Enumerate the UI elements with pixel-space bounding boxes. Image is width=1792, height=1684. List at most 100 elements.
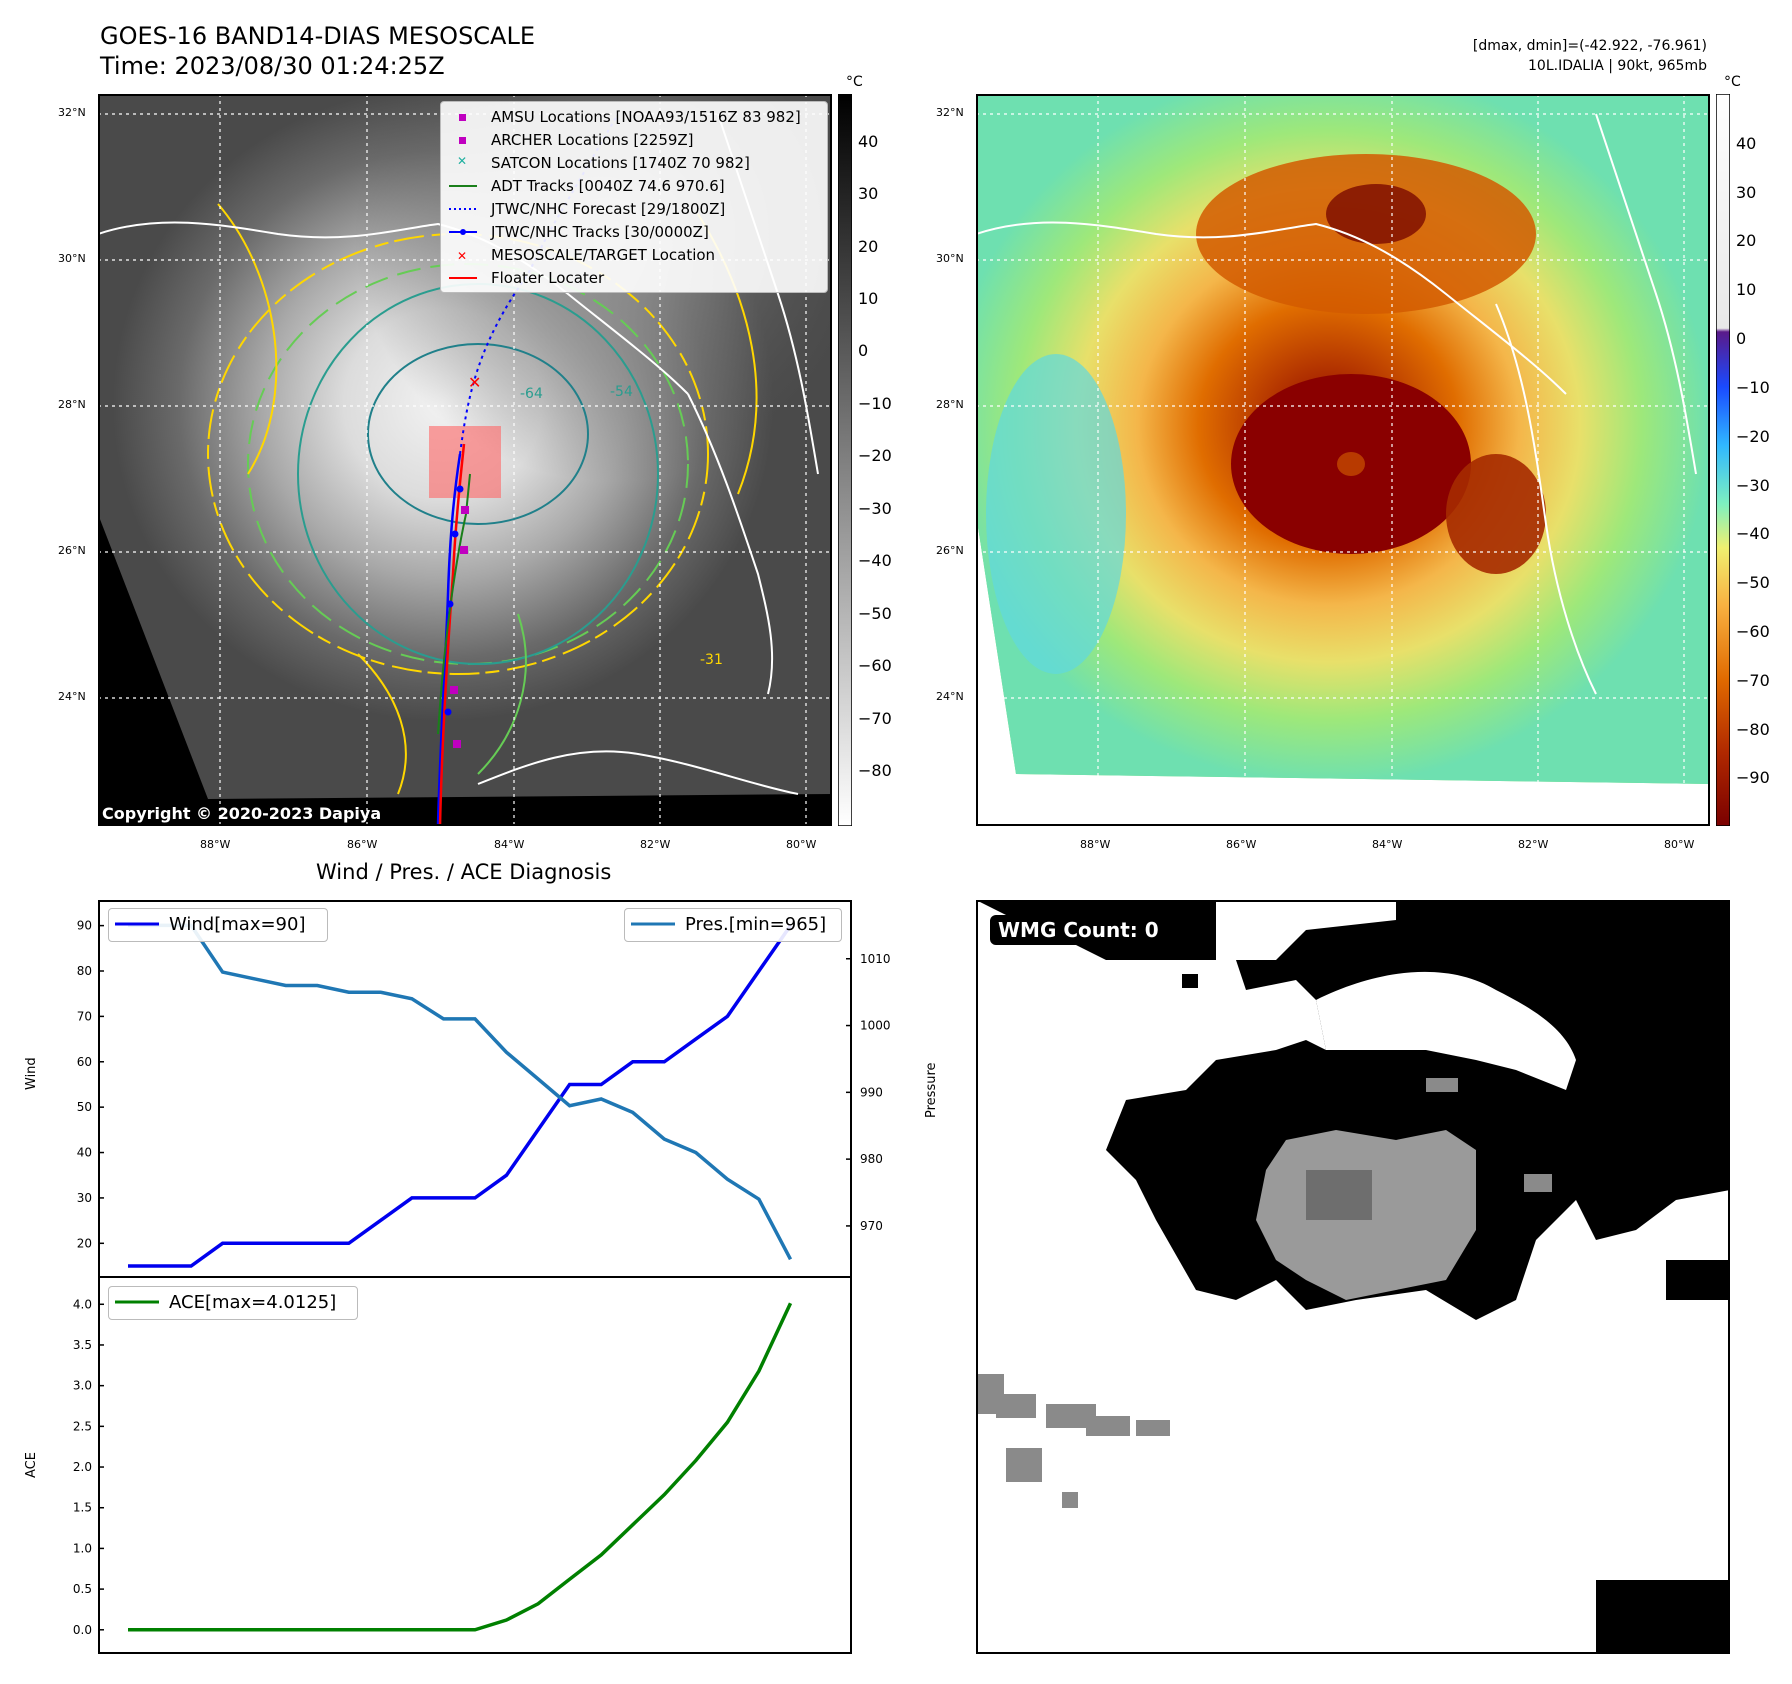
y-tick-label: 30 [77, 1191, 92, 1205]
color-map-frame [976, 94, 1710, 826]
lon-label-86: 86°W [347, 838, 378, 851]
gray-cbar-tick: 30 [858, 184, 879, 204]
series-line-0 [128, 924, 792, 1268]
lat-label-26: 26°N [58, 544, 86, 557]
y2-tick-label: 990 [860, 1085, 883, 1099]
svg-text:✕: ✕ [457, 249, 467, 263]
gray-cbar-tick: 10 [858, 288, 879, 308]
legend-amsu: AMSU Locations [NOAA93/1516Z 83 982] [491, 108, 801, 126]
ace-legend-label: ACE[max=4.0125] [169, 1292, 337, 1313]
lat-label-30-b: 30°N [936, 252, 964, 265]
color-cbar-tick: −10 [1736, 377, 1770, 397]
lat-label-32-b: 32°N [936, 106, 964, 119]
color-cbar-tick: −30 [1736, 475, 1770, 495]
y-tick-label: 3.0 [73, 1379, 92, 1393]
gray-cbar-tick: −80 [858, 761, 892, 781]
color-colorbar [1716, 94, 1730, 826]
lat-label-26-b: 26°N [936, 544, 964, 557]
gray-cbar-tick: −50 [858, 603, 892, 623]
gray-cbar-tick: −10 [858, 393, 892, 413]
copyright-text: Copyright © 2020-2023 Dapiya [102, 804, 382, 823]
ace-legend-swatch [115, 1300, 159, 1304]
y-tick-label: 80 [77, 964, 92, 978]
ace-legend: ACE[max=4.0125] [108, 1286, 358, 1320]
color-cbar-tick: 20 [1736, 231, 1757, 251]
svg-text:✕: ✕ [457, 154, 467, 168]
ace-axis-label: ACE [24, 1452, 39, 1478]
figure-time: Time: 2023/08/30 01:24:25Z [100, 52, 445, 80]
y-tick-label: 90 [77, 919, 92, 933]
lat-label-28: 28°N [58, 398, 86, 411]
figure-title: GOES-16 BAND14-DIAS MESOSCALE [100, 22, 536, 50]
y-tick-label: 2.0 [73, 1460, 92, 1474]
y-tick-label: 1.0 [73, 1541, 92, 1555]
legend-floater: Floater Locater [491, 269, 605, 287]
wind-legend-swatch [115, 922, 159, 926]
grayscale-colorbar [838, 94, 852, 826]
gray-cbar-tick: 20 [858, 236, 879, 256]
y-tick-label: 50 [77, 1100, 92, 1114]
legend-satcon: SATCON Locations [1740Z 70 982] [491, 154, 750, 172]
y-tick-label: 40 [77, 1146, 92, 1160]
y2-tick-label: 980 [860, 1152, 883, 1166]
lon-label-88-b: 88°W [1080, 838, 1111, 851]
lat-label-24: 24°N [58, 690, 86, 703]
legend-markers: ✕ ✕ [449, 114, 477, 279]
wmg-panel [976, 900, 1730, 1654]
wind-chart-frame [98, 900, 852, 1278]
gray-cbar-tick: −40 [858, 551, 892, 571]
color-cbar-tick: −50 [1736, 573, 1770, 593]
lat-label-24-b: 24°N [936, 690, 964, 703]
legend-jtwc-tracks: JTWC/NHC Tracks [30/0000Z] [491, 223, 709, 241]
lon-label-86-b: 86°W [1226, 838, 1257, 851]
y-tick-label: 20 [77, 1236, 92, 1250]
svg-text:✕: ✕ [468, 373, 481, 392]
contour-label-54: -54 [610, 384, 633, 400]
wmg-panel-frame [976, 900, 1730, 1654]
color-ir-map [976, 94, 1710, 826]
series-line-1 [128, 923, 793, 1261]
pressure-axis-label: Pressure [924, 1062, 939, 1118]
legend-jtwc-forecast: JTWC/NHC Forecast [29/1800Z] [491, 200, 726, 218]
contour-label-31: -31 [700, 652, 723, 668]
wind-legend-label: Wind[max=90] [169, 914, 306, 935]
color-cbar-tick: −60 [1736, 621, 1770, 641]
y2-tick-label: 1010 [860, 952, 891, 966]
gray-cbar-tick: −60 [858, 656, 892, 676]
grayscale-map-frame [98, 94, 832, 826]
gray-cbar-tick: −20 [858, 446, 892, 466]
color-cbar-tick: −40 [1736, 524, 1770, 544]
y-tick-label: 0.0 [73, 1623, 92, 1637]
pressure-legend-swatch [631, 922, 675, 926]
y-tick-label: 4.0 [73, 1297, 92, 1311]
series-line-0 [128, 1302, 793, 1632]
pressure-legend: Pres.[min=965] [624, 908, 842, 942]
y-tick-label: 1.5 [73, 1501, 92, 1515]
gray-cbar-unit: °C [846, 74, 863, 90]
color-cbar-tick: 0 [1736, 329, 1747, 349]
ace-chart-frame [98, 1276, 852, 1654]
y-tick-label: 0.5 [73, 1582, 92, 1596]
y2-tick-label: 1000 [860, 1019, 891, 1033]
wmg-count-badge: WMG Count: 0 [990, 915, 1167, 945]
gray-cbar-tick: −30 [858, 498, 892, 518]
lon-label-88: 88°W [200, 838, 231, 851]
y-tick-label: 60 [77, 1055, 92, 1069]
y-tick-label: 3.5 [73, 1338, 92, 1352]
color-cbar-tick: 10 [1736, 280, 1757, 300]
lat-label-28-b: 28°N [936, 398, 964, 411]
y2-tick-label: 970 [860, 1219, 883, 1233]
lon-label-80-b: 80°W [1664, 838, 1695, 851]
legend-mesoscale-target: MESOSCALE/TARGET Location [491, 246, 716, 264]
legend-adt: ADT Tracks [0040Z 74.6 970.6] [491, 177, 725, 195]
diagnosis-title: Wind / Pres. / ACE Diagnosis [316, 860, 612, 884]
storm-info: 10L.IDALIA | 90kt, 965mb [1528, 58, 1707, 74]
color-cbar-tick: 30 [1736, 182, 1757, 202]
gray-cbar-tick: −70 [858, 708, 892, 728]
ace-chart: 0.0 0.5 1.0 1.5 2.0 2.5 3.0 3.5 4.0 [73, 1297, 793, 1637]
wind-pressure-chart: 20 30 40 50 60 70 80 90 970 980 990 1000 1010 [77, 919, 891, 1268]
legend-archer: ARCHER Locations [2259Z] [491, 131, 694, 149]
lon-label-84: 84°W [494, 838, 525, 851]
color-cbar-tick: −70 [1736, 670, 1770, 690]
wind-axis-label: Wind [24, 1057, 39, 1090]
